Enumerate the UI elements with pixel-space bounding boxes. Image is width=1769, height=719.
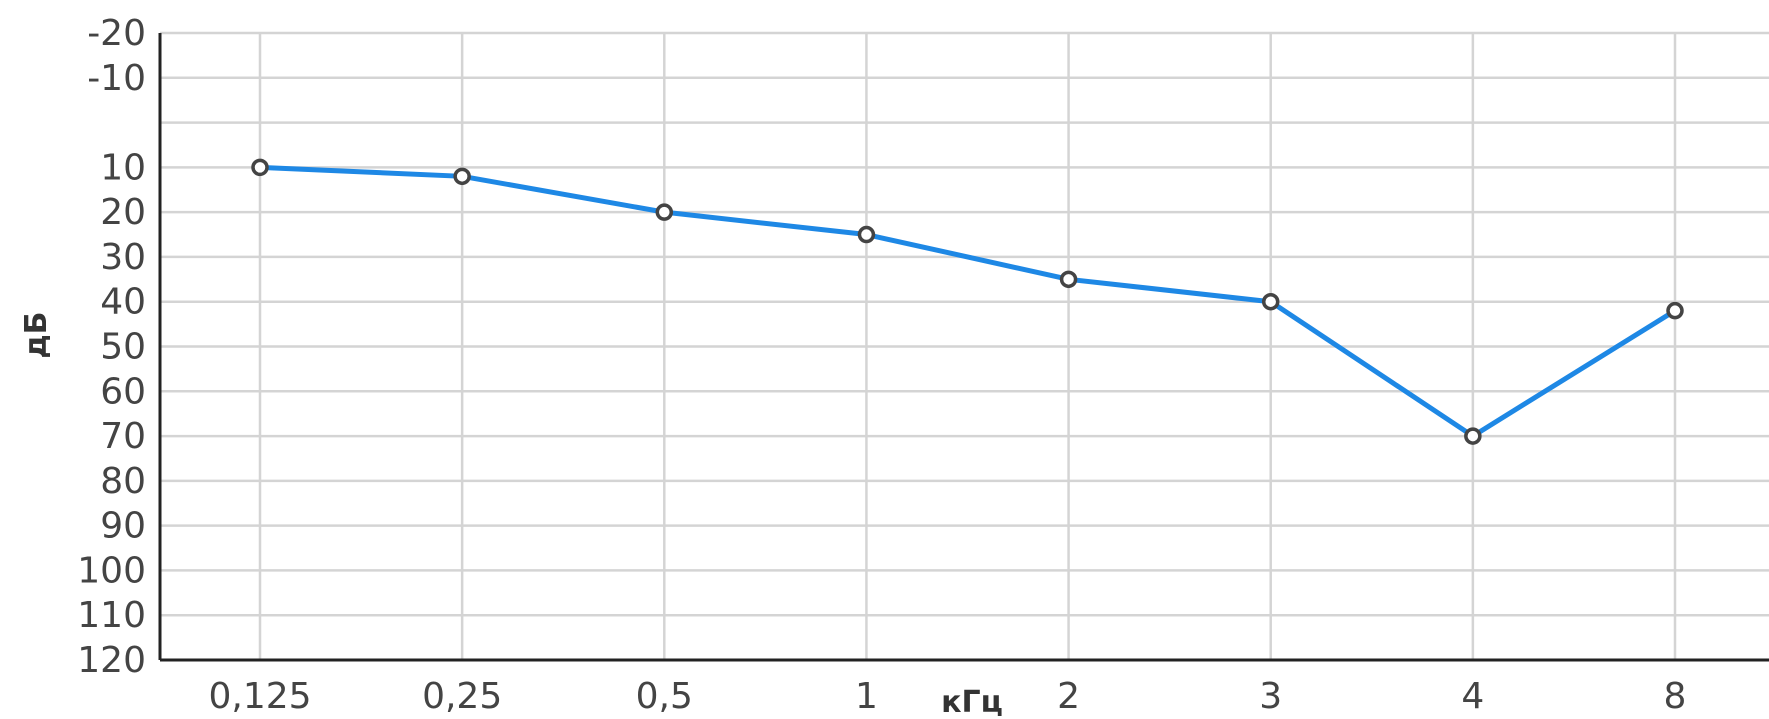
data-point: [857, 225, 876, 244]
y-tick-label: 90: [100, 506, 146, 547]
y-tick-label: 70: [100, 416, 146, 457]
series-line: [257, 164, 1678, 439]
y-tick-label: 60: [100, 371, 146, 412]
data-point: [453, 167, 471, 186]
grid-layer: [160, 31, 1769, 662]
x-tick-label: 3: [1259, 676, 1282, 717]
data-point: [1666, 301, 1684, 320]
x-tick-label: 0,25: [422, 676, 502, 717]
y-tick-label: 10: [100, 147, 146, 188]
data-point: [655, 203, 674, 221]
y-axis-label: дБ: [19, 311, 54, 358]
data-point: [1464, 427, 1482, 445]
y-tick-label: -10: [87, 58, 146, 99]
y-tick-label: 30: [100, 237, 146, 278]
y-tick-label: 40: [100, 282, 146, 323]
x-tick-label: 1: [855, 676, 878, 717]
data-point: [1059, 270, 1078, 289]
y-tick-label: -20: [87, 13, 146, 54]
y-tick-label: 110: [77, 595, 146, 636]
y-tick-label: 20: [100, 192, 146, 233]
y-tick-label: 50: [100, 327, 146, 368]
series-layer: [251, 158, 1684, 445]
x-tick-label: 4: [1461, 676, 1484, 717]
y-tick-label: 100: [77, 550, 146, 591]
x-tick-label: 0,5: [636, 676, 693, 717]
axis-layer: [158, 33, 1769, 662]
x-tick-labels: 0,125 0,25 0,5 1 2 3 4 8: [208, 676, 1686, 717]
x-tick-label: 8: [1664, 676, 1687, 717]
data-point: [251, 158, 269, 177]
data-point: [1261, 292, 1280, 311]
x-axis-label: кГц: [941, 685, 1003, 719]
y-tick-label: 80: [100, 461, 146, 502]
x-tick-label: 0,125: [208, 676, 311, 717]
x-tick-label: 2: [1057, 676, 1080, 717]
y-tick-label: 120: [77, 640, 146, 681]
